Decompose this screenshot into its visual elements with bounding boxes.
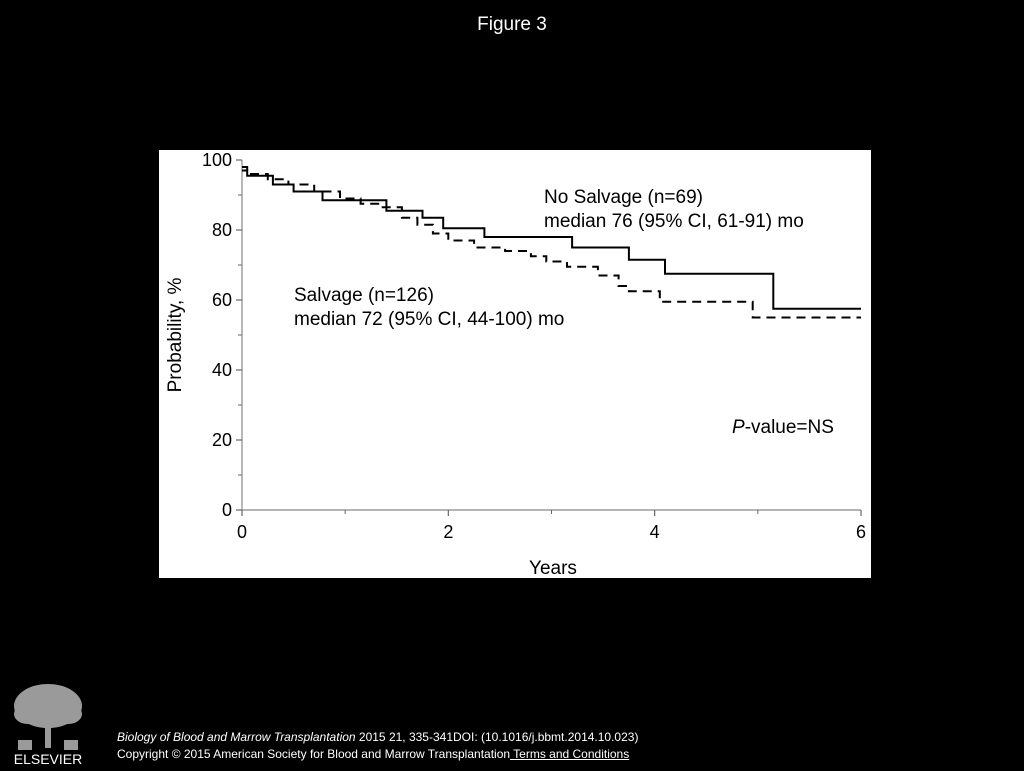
terms-link[interactable]: Terms and Conditions xyxy=(510,747,630,761)
series-layer xyxy=(242,166,861,319)
logo-text: ELSEVIER xyxy=(14,751,82,766)
tree-icon xyxy=(14,684,82,750)
x-tick-label-4: 4 xyxy=(650,522,660,542)
y-tick-label-60: 60 xyxy=(212,290,232,310)
annotation-salvage-line2: median 72 (95% CI, 44-100) mo xyxy=(294,309,564,330)
p-value-text: -value=NS xyxy=(745,417,834,438)
citation-block: Biology of Blood and Marrow Transplantat… xyxy=(117,729,638,763)
y-tick-label-40: 40 xyxy=(212,360,232,380)
copyright-line: Copyright © 2015 American Society for Bl… xyxy=(117,746,638,763)
y-tick-label-80: 80 xyxy=(212,220,232,240)
chart-labels: No Salvage (n=69) median 76 (95% CI, 61-… xyxy=(165,187,834,578)
y-tick-label-20: 20 xyxy=(212,430,232,450)
x-tick-label-2: 2 xyxy=(443,522,453,542)
x-axis-label: Years xyxy=(529,558,577,578)
series-line-salvage xyxy=(242,166,861,319)
annotation-no-salvage-line1: No Salvage (n=69) xyxy=(544,187,703,208)
x-tick-label-0: 0 xyxy=(237,522,247,542)
p-value-annotation: P-value=NS xyxy=(732,417,834,438)
citation-details: 2015 21, 335-341DOI: (10.1016/j.bbmt.201… xyxy=(355,730,639,744)
citation-line: Biology of Blood and Marrow Transplantat… xyxy=(117,729,638,746)
y-axis-label: Probability, % xyxy=(165,278,186,393)
x-tick-label-6: 6 xyxy=(856,522,866,542)
y-tick-label-0: 0 xyxy=(222,500,232,520)
annotation-salvage-line1: Salvage (n=126) xyxy=(294,285,434,306)
chart-panel: 0 20 40 60 80 100 0 2 4 6 No Salvage (n=69) media… xyxy=(159,150,871,578)
figure-title: Figure 3 xyxy=(477,14,547,35)
p-value-italic: P xyxy=(732,417,745,438)
journal-name: Biology of Blood and Marrow Transplantat… xyxy=(117,730,356,744)
elsevier-logo: ELSEVIER xyxy=(8,680,88,767)
y-tick-label-100: 100 xyxy=(202,150,232,170)
copyright-text: Copyright © 2015 American Society for Bl… xyxy=(117,747,511,761)
series-line-no-salvage xyxy=(242,169,861,310)
annotation-no-salvage-line2: median 76 (95% CI, 61-91) mo xyxy=(544,211,804,232)
survival-chart: 0 20 40 60 80 100 0 2 4 6 No Salvage (n=69) media… xyxy=(165,150,866,578)
chart-axes: 0 20 40 60 80 100 0 2 4 6 xyxy=(202,150,866,542)
